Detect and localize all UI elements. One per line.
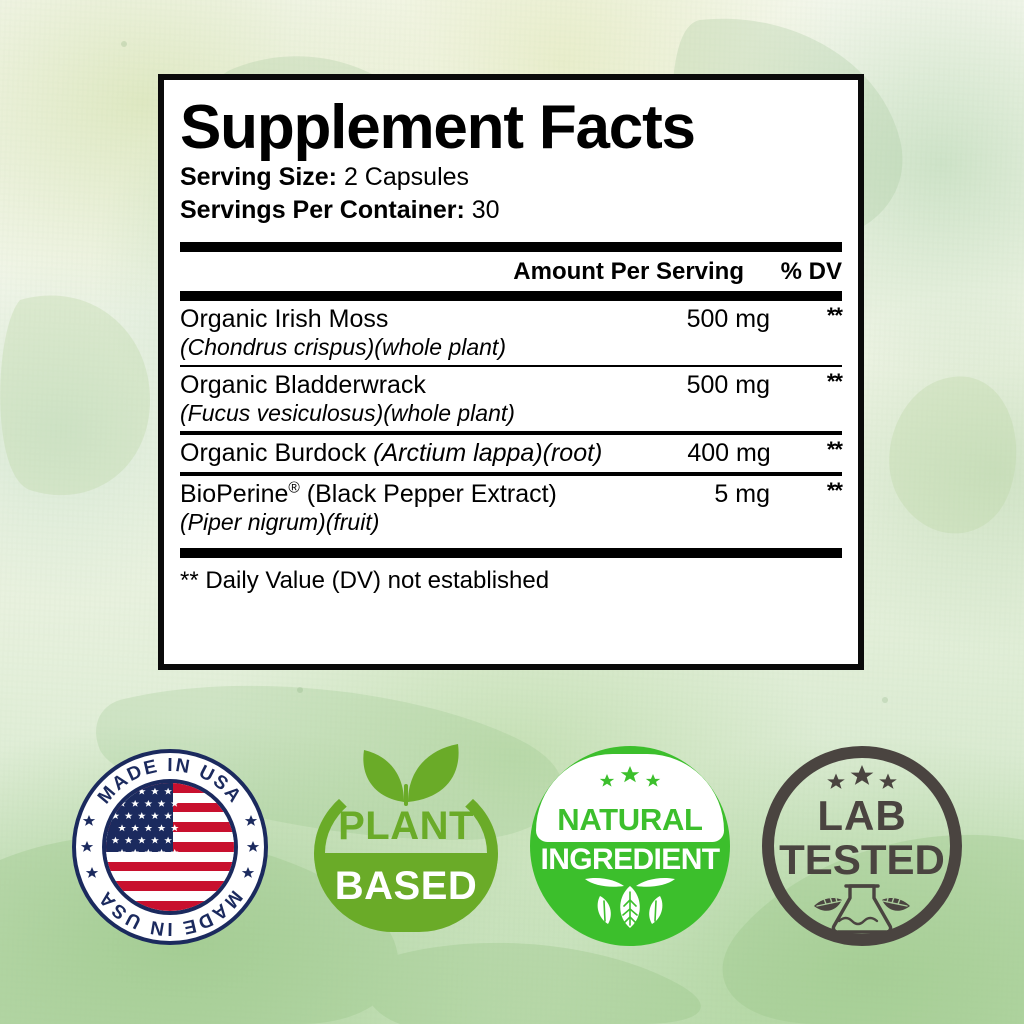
divider-thick-header (180, 291, 842, 302)
lab-tested-line1: LAB (817, 792, 907, 839)
supplement-facts-panel: Supplement Facts Serving Size: 2 Capsule… (158, 74, 864, 670)
ingredient-dv: ** (826, 368, 843, 394)
badge-plant-based: PLANT BASED (308, 736, 504, 936)
ingredient-plant-part: (fruit) (325, 508, 380, 535)
three-leaves-icon (585, 877, 675, 928)
divider-row-3 (180, 471, 842, 476)
ingredient-subtext: (Chondrus crispus)(whole plant) (180, 334, 842, 361)
badge-natural-ingredient: NATURAL INGREDIENT (530, 746, 730, 946)
ingredient-name: Organic Bladderwrack (180, 370, 426, 399)
footnote-daily-value: ** Daily Value (DV) not established (180, 567, 550, 595)
serving-size-label: Serving Size: (180, 163, 337, 192)
ingredient-scientific-name: (Piper nigrum) (180, 508, 326, 535)
lab-tested-stars-icon (827, 765, 897, 789)
badge-made-in-usa: MADE IN USA MADE IN USA (72, 749, 268, 945)
badge-row: MADE IN USA MADE IN USA (0, 726, 1024, 1024)
ingredient-scientific-name: (Fucus vesiculosus) (180, 399, 384, 426)
flag-canton-stars (111, 787, 179, 856)
ingredient-plant-part: (whole plant) (374, 334, 506, 361)
divider-row-2 (180, 430, 842, 435)
plant-based-line2: BASED (334, 864, 478, 908)
serving-size-value: 2 Capsules (343, 163, 470, 192)
ingredient-common-name: Organic Burdock (180, 438, 367, 467)
table-row: BioPerine® (Black Pepper Extract) 5 mg *… (180, 476, 843, 540)
divider-row-1 (180, 364, 842, 367)
ingredient-amount: 500 mg (686, 305, 770, 334)
ingredient-amount: 500 mg (686, 370, 770, 399)
ingredient-name: BioPerine® (Black Pepper Extract) (180, 479, 600, 509)
natural-ingredient-stars-icon (599, 766, 661, 787)
servings-per-container-label: Servings Per Container: (180, 195, 465, 224)
ingredient-descriptor: (Black Pepper Extract) (306, 479, 557, 508)
ingredient-plant-part: (root) (542, 438, 603, 467)
ingredient-subtext: (Piper nigrum)(fruit) (180, 509, 842, 536)
ingredient-subtext: (Fucus vesiculosus)(whole plant) (180, 400, 842, 427)
page-title: Supplement Facts (180, 93, 696, 162)
servings-per-container-value: 30 (471, 195, 500, 224)
plant-based-line1: PLANT (338, 804, 474, 848)
lab-tested-line2: TESTED (779, 836, 945, 883)
natural-ingredient-line1: NATURAL (557, 802, 703, 837)
ingredient-amount: 5 mg (714, 479, 770, 508)
table-row: Organic Bladderwrack 500 mg ** (Fucus ve… (180, 367, 843, 431)
ingredient-plant-part: (whole plant) (383, 399, 515, 426)
badge-lab-tested: LAB TESTED (762, 746, 962, 946)
column-header-percent-dv: % DV (780, 258, 842, 286)
ingredient-common-name: BioPerine (180, 479, 289, 508)
two-leaves-icon (363, 744, 459, 806)
ingredient-dv: ** (826, 436, 843, 462)
table-row: Organic Burdock (Arctium lappa)(root) 40… (180, 435, 843, 472)
serving-size-line: Serving Size: 2 Capsules (180, 161, 842, 194)
column-header-amount-per-serving: Amount Per Serving (513, 258, 744, 286)
table-row: Organic Irish Moss 500 mg ** (Chondrus c… (180, 301, 843, 365)
ingredient-name: Organic Burdock (Arctium lappa)(root) (180, 438, 602, 468)
ingredient-name: Organic Irish Moss (180, 305, 389, 334)
ingredient-scientific-name: (Chondrus crispus) (180, 334, 375, 361)
ingredient-amount: 400 mg (687, 438, 771, 467)
ingredient-dv: ** (826, 303, 843, 329)
ingredient-dv: ** (826, 477, 843, 503)
divider-thick-bottom (180, 548, 842, 559)
usa-flag-icon (102, 779, 238, 915)
ingredient-scientific-name: (Arctium lappa) (373, 438, 543, 467)
divider-thick-top (180, 242, 842, 253)
flask-icon (814, 884, 910, 934)
registered-trademark-icon: ® (288, 479, 300, 497)
table-header-row: Amount Per Serving % DV (180, 252, 842, 291)
natural-ingredient-line2: INGREDIENT (540, 843, 720, 876)
servings-per-container-line: Servings Per Container: 30 (180, 194, 842, 227)
